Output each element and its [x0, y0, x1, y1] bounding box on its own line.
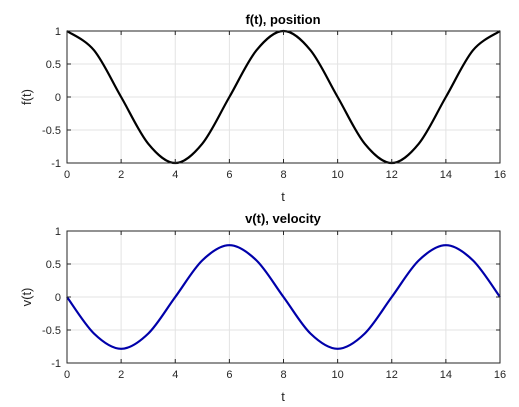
position-plot-ytick-label: 0	[55, 92, 61, 104]
position-plot-xtick-label: 12	[386, 169, 398, 181]
position-plot-xtick-label: 14	[440, 169, 452, 181]
position-plot-xtick-label: 10	[332, 169, 344, 181]
velocity-plot-ytick-label: -0.5	[42, 325, 61, 337]
velocity-plot-xtick-label: 10	[332, 369, 344, 381]
velocity-plot-xtick-label: 16	[494, 369, 506, 381]
velocity-plot-xtick-label: 12	[386, 369, 398, 381]
position-plot-ytick-label: -0.5	[42, 125, 61, 137]
position-plot-ytick-label: -1	[51, 158, 61, 170]
velocity-plot-xlabel: t	[281, 389, 285, 404]
velocity-plot-ytick-label: 1	[55, 226, 61, 238]
velocity-plot-xtick-label: 4	[172, 369, 178, 381]
position-plot-ytick-label: 0.5	[46, 59, 61, 71]
position-plot: f(t), position t f(t) 0 2 4 6 8 10 12 14 16-1-0.…	[19, 12, 506, 204]
position-plot-xtick-label: 6	[226, 169, 232, 181]
position-plot-title: f(t), position	[245, 12, 320, 27]
velocity-plot-xtick-label: 14	[440, 369, 452, 381]
velocity-plot-ytick-label: 0	[55, 292, 61, 304]
position-plot-ytick-label: 1	[55, 26, 61, 38]
position-plot-xtick-label: 2	[118, 169, 124, 181]
velocity-plot-xtick-label: 6	[226, 369, 232, 381]
velocity-plot-xtick-label: 2	[118, 369, 124, 381]
position-plot-ylabel: f(t)	[19, 89, 34, 105]
velocity-plot-ytick-label: 0.5	[46, 259, 61, 271]
velocity-plot-xtick-label: 0	[64, 369, 70, 381]
position-plot-xlabel: t	[281, 189, 285, 204]
position-plot-xtick-label: 0	[64, 169, 70, 181]
velocity-plot-series-line	[66, 244, 501, 350]
position-plot-xtick-label: 4	[172, 169, 178, 181]
velocity-plot-xtick-label: 8	[280, 369, 286, 381]
position-plot-xtick-label: 8	[280, 169, 286, 181]
position-plot-xtick-label: 16	[494, 169, 506, 181]
velocity-plot-ytick-label: -1	[51, 358, 61, 370]
velocity-plot: v(t), velocity t v(t) 0 2 4 6 8 10 12 14 16-1-0.…	[19, 211, 506, 404]
velocity-plot-ylabel: v(t)	[19, 288, 34, 307]
velocity-plot-title: v(t), velocity	[245, 211, 322, 226]
